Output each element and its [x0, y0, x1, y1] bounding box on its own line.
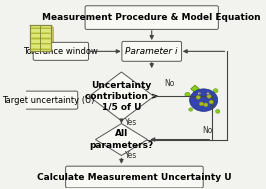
- Polygon shape: [89, 72, 154, 121]
- Text: Measurement Procedure & Model Equation: Measurement Procedure & Model Equation: [42, 13, 261, 22]
- FancyBboxPatch shape: [31, 37, 50, 40]
- Circle shape: [213, 89, 218, 93]
- Ellipse shape: [190, 89, 218, 111]
- Circle shape: [207, 94, 211, 98]
- FancyBboxPatch shape: [85, 6, 218, 29]
- Circle shape: [196, 95, 200, 99]
- Text: Calculate Measurement Uncertainty U: Calculate Measurement Uncertainty U: [37, 173, 232, 182]
- FancyBboxPatch shape: [31, 32, 50, 34]
- FancyBboxPatch shape: [31, 27, 50, 29]
- Text: Target uncertainty (U): Target uncertainty (U): [2, 96, 94, 105]
- Circle shape: [198, 92, 201, 95]
- Text: No: No: [202, 126, 213, 135]
- Circle shape: [209, 100, 213, 104]
- FancyBboxPatch shape: [66, 166, 203, 188]
- Text: Yes: Yes: [125, 151, 137, 160]
- Text: All
parameters?: All parameters?: [89, 129, 153, 149]
- Circle shape: [204, 103, 208, 107]
- Circle shape: [215, 109, 220, 113]
- FancyBboxPatch shape: [31, 43, 50, 45]
- Text: Parameter i: Parameter i: [126, 47, 178, 56]
- FancyBboxPatch shape: [33, 42, 89, 60]
- FancyBboxPatch shape: [31, 27, 53, 53]
- Circle shape: [199, 102, 204, 106]
- FancyBboxPatch shape: [122, 41, 182, 61]
- Polygon shape: [95, 124, 147, 156]
- Text: Uncertainty
contribution >
1/5 of U: Uncertainty contribution > 1/5 of U: [85, 81, 158, 112]
- Circle shape: [189, 108, 193, 111]
- FancyBboxPatch shape: [31, 48, 50, 50]
- Text: Yes: Yes: [125, 118, 137, 127]
- Circle shape: [206, 92, 210, 95]
- Circle shape: [199, 93, 200, 94]
- Circle shape: [207, 93, 209, 94]
- Text: Tolerance window: Tolerance window: [23, 47, 98, 56]
- Polygon shape: [191, 85, 199, 93]
- FancyBboxPatch shape: [30, 25, 51, 51]
- Circle shape: [185, 92, 190, 97]
- Text: No: No: [165, 79, 175, 88]
- FancyBboxPatch shape: [18, 91, 78, 109]
